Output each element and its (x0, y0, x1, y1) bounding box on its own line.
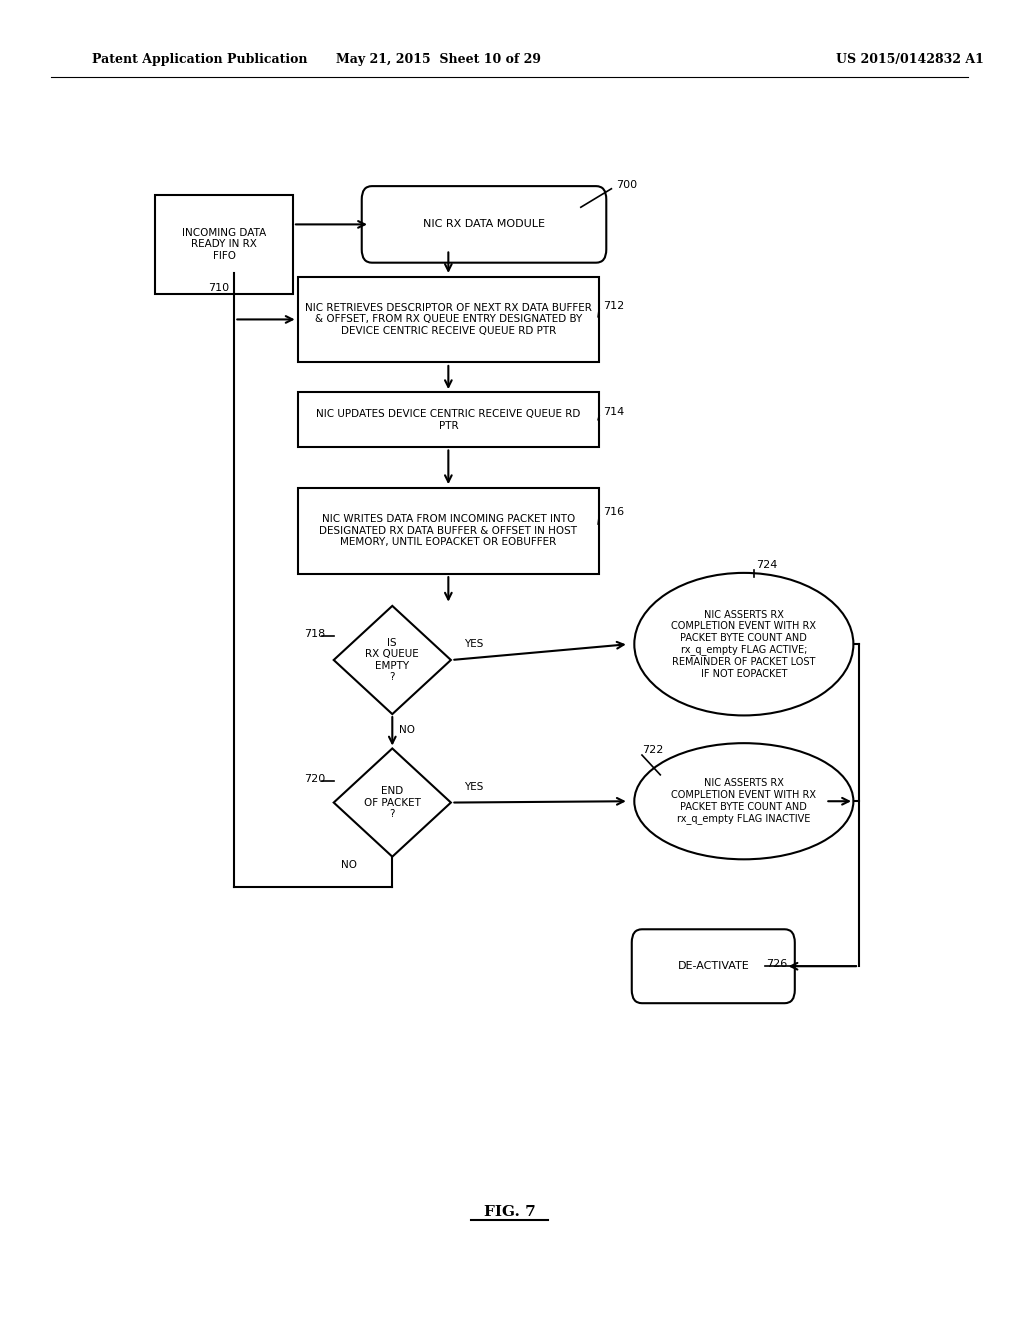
FancyBboxPatch shape (361, 186, 606, 263)
Text: 718: 718 (304, 628, 325, 639)
Text: 714: 714 (603, 407, 625, 417)
Text: 700: 700 (616, 180, 638, 190)
Text: END
OF PACKET
?: END OF PACKET ? (364, 785, 421, 820)
FancyBboxPatch shape (156, 195, 293, 294)
Text: 720: 720 (304, 774, 325, 784)
Text: 724: 724 (756, 560, 777, 570)
Text: May 21, 2015  Sheet 10 of 29: May 21, 2015 Sheet 10 of 29 (336, 53, 541, 66)
Text: YES: YES (464, 639, 483, 649)
Polygon shape (334, 606, 451, 714)
FancyBboxPatch shape (632, 929, 795, 1003)
Text: 722: 722 (642, 744, 664, 755)
FancyBboxPatch shape (298, 277, 599, 362)
Text: DE-ACTIVATE: DE-ACTIVATE (678, 961, 750, 972)
Text: NIC UPDATES DEVICE CENTRIC RECEIVE QUEUE RD
PTR: NIC UPDATES DEVICE CENTRIC RECEIVE QUEUE… (316, 409, 581, 430)
Text: 726: 726 (766, 958, 787, 969)
Text: YES: YES (464, 781, 483, 792)
Ellipse shape (634, 743, 853, 859)
FancyBboxPatch shape (298, 392, 599, 447)
Text: 712: 712 (603, 301, 625, 312)
Text: 710: 710 (208, 282, 229, 293)
Text: US 2015/0142832 A1: US 2015/0142832 A1 (836, 53, 983, 66)
Text: 716: 716 (603, 507, 625, 517)
Text: FIG. 7: FIG. 7 (483, 1205, 536, 1218)
FancyBboxPatch shape (298, 487, 599, 573)
Text: NO: NO (399, 725, 416, 735)
Text: NIC ASSERTS RX
COMPLETION EVENT WITH RX
PACKET BYTE COUNT AND
rx_q_empty FLAG AC: NIC ASSERTS RX COMPLETION EVENT WITH RX … (672, 610, 816, 678)
Text: NIC RETRIEVES DESCRIPTOR OF NEXT RX DATA BUFFER
& OFFSET, FROM RX QUEUE ENTRY DE: NIC RETRIEVES DESCRIPTOR OF NEXT RX DATA… (305, 302, 592, 337)
Text: INCOMING DATA
READY IN RX
FIFO: INCOMING DATA READY IN RX FIFO (182, 227, 266, 261)
Text: NIC WRITES DATA FROM INCOMING PACKET INTO
DESIGNATED RX DATA BUFFER & OFFSET IN : NIC WRITES DATA FROM INCOMING PACKET INT… (319, 513, 578, 548)
Text: IS
RX QUEUE
EMPTY
?: IS RX QUEUE EMPTY ? (366, 638, 419, 682)
Text: NIC RX DATA MODULE: NIC RX DATA MODULE (423, 219, 545, 230)
Text: NIC ASSERTS RX
COMPLETION EVENT WITH RX
PACKET BYTE COUNT AND
rx_q_empty FLAG IN: NIC ASSERTS RX COMPLETION EVENT WITH RX … (672, 779, 816, 824)
Ellipse shape (634, 573, 853, 715)
Polygon shape (334, 748, 451, 857)
Text: Patent Application Publication: Patent Application Publication (92, 53, 307, 66)
Text: NO: NO (341, 859, 356, 870)
